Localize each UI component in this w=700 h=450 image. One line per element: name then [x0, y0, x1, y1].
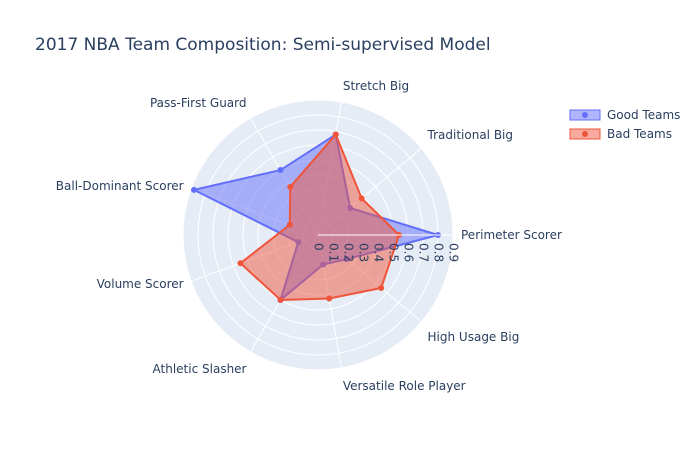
- series-layer: [190, 131, 441, 303]
- legend-label: Good Teams: [607, 108, 680, 122]
- radial-tick-label: 0.4: [372, 243, 386, 262]
- category-label: Ball-Dominant Scorer: [56, 179, 184, 193]
- data-point[interactable]: [277, 167, 284, 174]
- data-point[interactable]: [190, 186, 197, 193]
- data-point[interactable]: [277, 296, 284, 303]
- data-point[interactable]: [326, 295, 333, 302]
- data-point[interactable]: [332, 131, 339, 138]
- data-point[interactable]: [286, 221, 293, 228]
- radial-axis: 0 0.1 0.2 0.3 0.4 0.5 0.6 0.7 0.8 0.9: [312, 234, 461, 262]
- category-label: Stretch Big: [343, 79, 409, 93]
- radial-tick-label: 0.5: [387, 243, 401, 262]
- radial-tick-label: 0: [312, 243, 326, 251]
- radial-tick-label: 0.6: [402, 243, 416, 262]
- category-label: Pass-First Guard: [150, 96, 247, 110]
- category-label: Athletic Slasher: [153, 362, 247, 376]
- category-label: Volume Scorer: [97, 277, 184, 291]
- category-labels: Perimeter Scorer Traditional Big Stretch B…: [56, 79, 562, 393]
- chart-title: 2017 NBA Team Composition: Semi-supervis…: [35, 35, 491, 55]
- radial-tick-label: 0.2: [342, 243, 356, 262]
- legend-item[interactable]: Bad Teams: [569, 127, 672, 141]
- category-label: High Usage Big: [428, 330, 520, 344]
- series-bad-teams[interactable]: [237, 131, 402, 303]
- data-point[interactable]: [378, 285, 385, 292]
- radial-tick-label: 0.8: [432, 243, 446, 262]
- radial-tick-label: 0.7: [417, 243, 431, 262]
- category-label: Versatile Role Player: [343, 379, 466, 393]
- series-area: [239, 133, 400, 301]
- data-point[interactable]: [237, 260, 244, 267]
- category-label: Perimeter Scorer: [461, 228, 562, 242]
- legend-label: Bad Teams: [607, 127, 672, 141]
- data-point[interactable]: [287, 183, 294, 190]
- category-label: Traditional Big: [427, 128, 513, 142]
- radial-tick-label: 0.3: [357, 243, 371, 262]
- data-point[interactable]: [358, 195, 365, 202]
- legend-item[interactable]: Good Teams: [569, 108, 680, 122]
- radial-tick-label: 0.9: [447, 243, 461, 262]
- legend-marker: [582, 112, 588, 118]
- radial-tick-label: 0.1: [327, 243, 341, 262]
- legend[interactable]: Good Teams Bad Teams: [569, 108, 680, 141]
- legend-marker: [582, 131, 588, 137]
